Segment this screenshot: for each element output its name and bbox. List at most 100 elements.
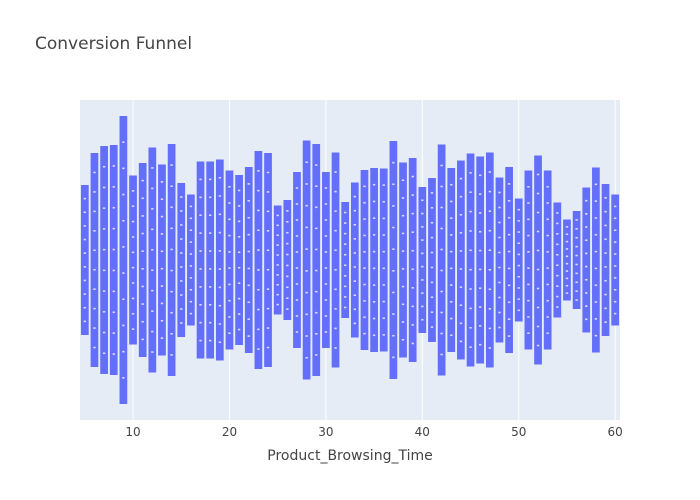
funnel-segment-mark bbox=[498, 311, 501, 314]
funnel-segment-mark bbox=[170, 227, 173, 230]
funnel-segment-mark bbox=[565, 277, 569, 280]
funnel-bar bbox=[437, 144, 446, 376]
funnel-segment-mark bbox=[382, 184, 385, 186]
funnel-segment-mark bbox=[218, 286, 222, 289]
funnel-bar bbox=[360, 170, 369, 350]
funnel-segment-mark bbox=[372, 334, 376, 337]
funnel-segment-mark bbox=[613, 288, 617, 291]
x-axis-label: Product_Browsing_Time bbox=[267, 448, 432, 464]
funnel-segment-mark bbox=[353, 252, 357, 254]
funnel-segment-mark bbox=[112, 269, 115, 272]
funnel-segment-mark bbox=[517, 242, 520, 245]
funnel-bar bbox=[350, 182, 359, 338]
funnel-segment-mark bbox=[546, 218, 549, 221]
funnel-segment-mark bbox=[237, 189, 241, 192]
funnel-segment-mark bbox=[459, 322, 463, 325]
funnel-bars bbox=[80, 116, 620, 404]
funnel-segment-mark bbox=[411, 305, 414, 308]
funnel-segment-mark bbox=[228, 299, 231, 302]
funnel-segment-mark bbox=[594, 284, 598, 287]
funnel-segment-mark bbox=[286, 264, 289, 267]
funnel-segment-mark bbox=[401, 303, 405, 306]
funnel-segment-mark bbox=[276, 224, 279, 227]
funnel-segment-mark bbox=[343, 253, 347, 256]
funnel-bar bbox=[283, 200, 292, 320]
funnel-segment-mark bbox=[430, 266, 434, 269]
funnel-segment-mark bbox=[421, 318, 424, 321]
funnel-segment-mark bbox=[459, 250, 463, 252]
funnel-segment-mark bbox=[83, 211, 87, 214]
funnel-segment-mark bbox=[208, 178, 212, 181]
funnel-segment-mark bbox=[459, 268, 463, 270]
funnel-segment-mark bbox=[594, 301, 598, 303]
funnel-segment-mark bbox=[401, 250, 405, 252]
funnel-segment-mark bbox=[228, 332, 231, 335]
funnel-segment-mark bbox=[343, 222, 347, 224]
funnel-segment-mark bbox=[565, 262, 569, 265]
funnel-segment-mark bbox=[459, 232, 463, 234]
funnel-segment-mark bbox=[199, 250, 202, 252]
funnel-bar bbox=[254, 151, 263, 369]
funnel-segment-mark bbox=[247, 250, 250, 253]
funnel-segment-mark bbox=[421, 212, 424, 215]
funnel-segment-mark bbox=[517, 298, 520, 300]
funnel-bar bbox=[196, 161, 205, 359]
funnel-segment-mark bbox=[315, 227, 318, 230]
funnel-segment-mark bbox=[151, 208, 154, 210]
funnel-segment-mark bbox=[565, 248, 569, 250]
funnel-segment-mark bbox=[199, 303, 202, 306]
funnel-segment-mark bbox=[459, 213, 463, 216]
funnel-bar bbox=[235, 175, 243, 345]
funnel-bar bbox=[389, 141, 398, 379]
funnel-segment-mark bbox=[266, 191, 270, 193]
funnel-segment-mark bbox=[170, 290, 173, 293]
funnel-segment-mark bbox=[536, 173, 540, 176]
funnel-segment-mark bbox=[440, 311, 443, 314]
chart-title: Conversion Funnel bbox=[35, 34, 193, 54]
funnel-segment-mark bbox=[228, 234, 231, 237]
funnel-segment-mark bbox=[450, 217, 453, 219]
funnel-segment-mark bbox=[507, 301, 511, 304]
funnel-segment-mark bbox=[363, 332, 366, 335]
funnel-segment-mark bbox=[160, 181, 164, 183]
funnel-segment-mark bbox=[478, 306, 482, 308]
funnel-segment-mark bbox=[392, 291, 395, 294]
funnel-segment-mark bbox=[334, 249, 337, 252]
funnel-segment-mark bbox=[507, 250, 511, 253]
x-tick-labels: 10 20 30 40 50 60 bbox=[125, 425, 622, 439]
funnel-bar bbox=[495, 177, 504, 343]
funnel-segment-mark bbox=[575, 245, 578, 248]
funnel-segment-mark bbox=[536, 230, 540, 233]
funnel-segment-mark bbox=[237, 282, 241, 284]
funnel-segment-mark bbox=[604, 224, 607, 227]
funnel-segment-mark bbox=[218, 195, 222, 197]
funnel-segment-mark bbox=[411, 194, 414, 196]
x-tick-label: 40 bbox=[415, 425, 430, 439]
funnel-segment-mark bbox=[382, 200, 385, 203]
funnel-segment-mark bbox=[478, 193, 482, 195]
funnel-segment-mark bbox=[180, 308, 183, 310]
funnel-segment-mark bbox=[363, 185, 366, 188]
funnel-segment-mark bbox=[498, 251, 501, 254]
funnel-segment-mark bbox=[276, 234, 279, 237]
funnel-segment-mark bbox=[575, 254, 578, 257]
funnel-segment-mark bbox=[546, 283, 549, 286]
funnel-bar bbox=[187, 194, 195, 326]
funnel-segment-mark bbox=[372, 301, 376, 303]
funnel-segment-mark bbox=[450, 284, 453, 286]
funnel-segment-mark bbox=[247, 183, 250, 185]
funnel-segment-mark bbox=[189, 217, 193, 220]
funnel-segment-mark bbox=[498, 221, 501, 224]
funnel-segment-mark bbox=[440, 269, 443, 272]
funnel-segment-mark bbox=[305, 270, 308, 272]
funnel-segment-mark bbox=[208, 196, 212, 199]
funnel-segment-mark bbox=[613, 241, 617, 243]
funnel-segment-mark bbox=[122, 272, 125, 274]
funnel-segment-mark bbox=[131, 251, 135, 254]
funnel-segment-mark bbox=[565, 292, 569, 294]
funnel-segment-mark bbox=[160, 250, 164, 253]
funnel-segment-mark bbox=[585, 265, 588, 268]
funnel-segment-mark bbox=[488, 347, 492, 349]
funnel-segment-mark bbox=[266, 210, 270, 213]
funnel-segment-mark bbox=[315, 206, 318, 209]
